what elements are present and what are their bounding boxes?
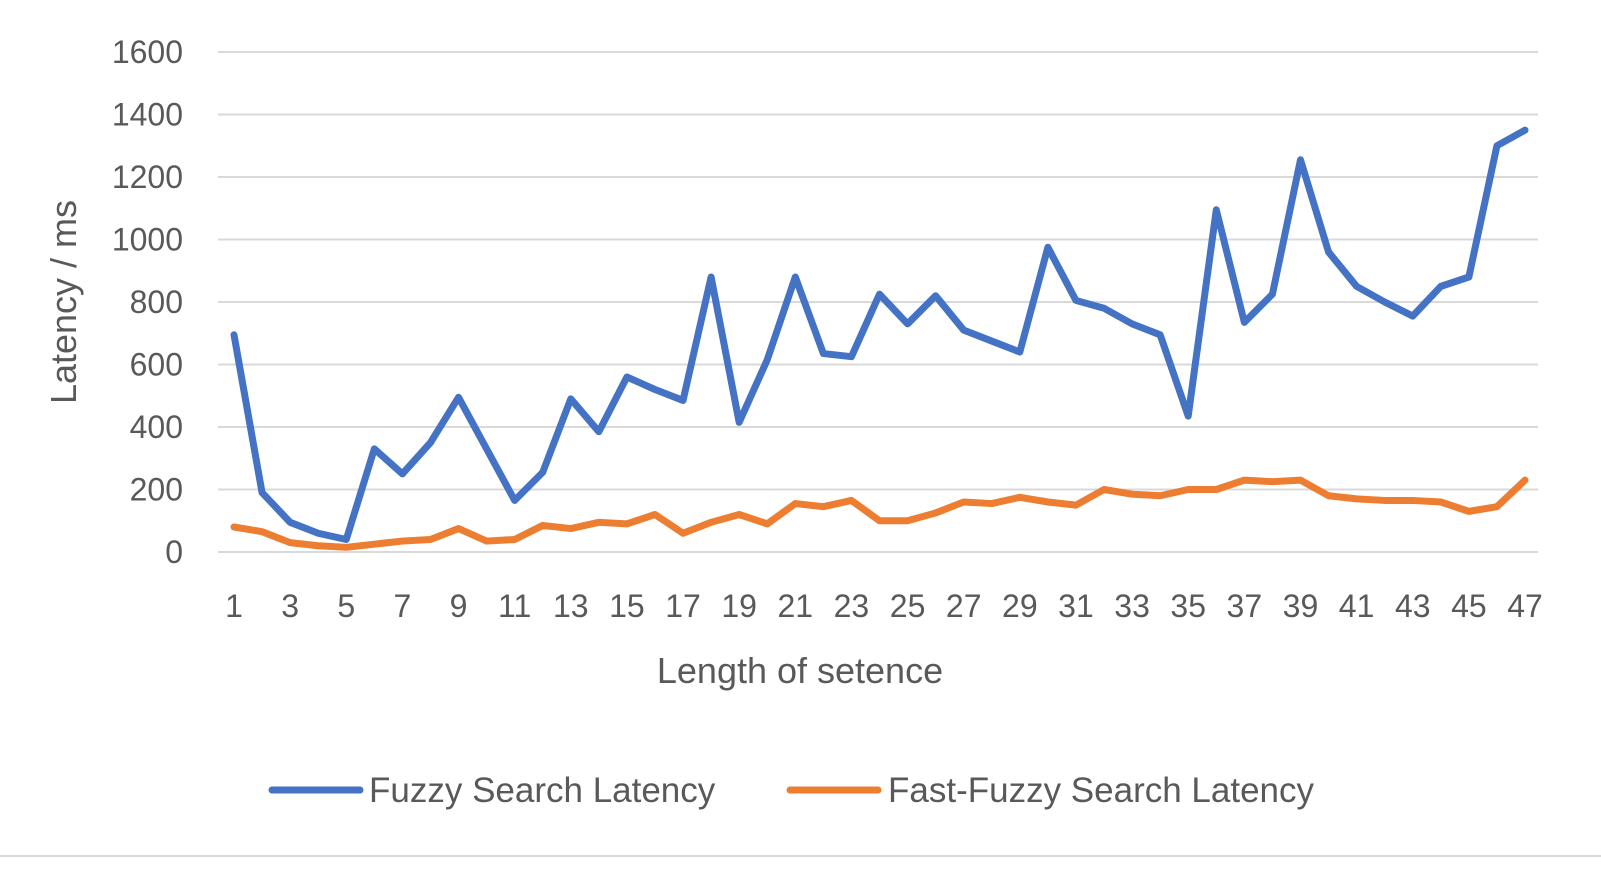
y-tick-label: 1400 xyxy=(112,97,183,133)
x-tick-label: 15 xyxy=(609,588,645,624)
x-tick-label: 3 xyxy=(281,588,299,624)
y-tick-label: 400 xyxy=(130,409,183,445)
y-tick-label: 600 xyxy=(130,347,183,383)
x-tick-label: 31 xyxy=(1058,588,1094,624)
x-tick-label: 37 xyxy=(1227,588,1263,624)
x-tick-label: 35 xyxy=(1170,588,1206,624)
fuzzy-search-latency-legend-label: Fuzzy Search Latency xyxy=(369,771,716,810)
x-tick-label: 25 xyxy=(890,588,926,624)
x-tick-label: 41 xyxy=(1339,588,1375,624)
x-tick-label: 39 xyxy=(1283,588,1319,624)
x-tick-label: 33 xyxy=(1114,588,1150,624)
x-tick-label: 47 xyxy=(1507,588,1543,624)
fast-fuzzy-search-latency-legend-label: Fast-Fuzzy Search Latency xyxy=(888,771,1314,810)
x-tick-label: 45 xyxy=(1451,588,1487,624)
x-tick-label: 7 xyxy=(393,588,411,624)
y-tick-label: 200 xyxy=(130,472,183,508)
y-axis-title: Latency / ms xyxy=(43,200,84,404)
x-tick-label: 23 xyxy=(834,588,870,624)
x-tick-label: 19 xyxy=(721,588,757,624)
y-axis-ticks: 0 200 400 600 800 1000 1200 1400 1600 xyxy=(112,34,183,570)
x-tick-label: 43 xyxy=(1395,588,1431,624)
x-tick-label: 27 xyxy=(946,588,982,624)
x-tick-label: 11 xyxy=(498,588,531,624)
x-tick-label: 17 xyxy=(665,588,701,624)
x-tick-label: 13 xyxy=(553,588,589,624)
x-axis-ticks: 1 3 5 7 9 11 13 15 17 19 21 23 25 27 29 31 33 35 37 39 41 43 4… xyxy=(225,588,1543,624)
x-tick-label: 9 xyxy=(450,588,468,624)
y-tick-label: 1600 xyxy=(112,34,183,70)
x-tick-label: 29 xyxy=(1002,588,1038,624)
y-tick-label: 1000 xyxy=(112,222,183,258)
y-tick-label: 800 xyxy=(130,284,183,320)
x-tick-label: 5 xyxy=(337,588,355,624)
x-tick-label: 1 xyxy=(225,588,243,624)
fuzzy-search-latency-line xyxy=(230,126,1529,543)
x-axis-title: Length of setence xyxy=(657,650,943,691)
x-tick-label: 21 xyxy=(778,588,814,624)
y-tick-label: 0 xyxy=(165,534,183,570)
legend: Fuzzy Search Latency Fast-Fuzzy Search La… xyxy=(268,771,1314,810)
fast-fuzzy-search-latency-line xyxy=(230,476,1529,551)
series-lines xyxy=(230,126,1529,551)
y-tick-label: 1200 xyxy=(112,159,183,195)
